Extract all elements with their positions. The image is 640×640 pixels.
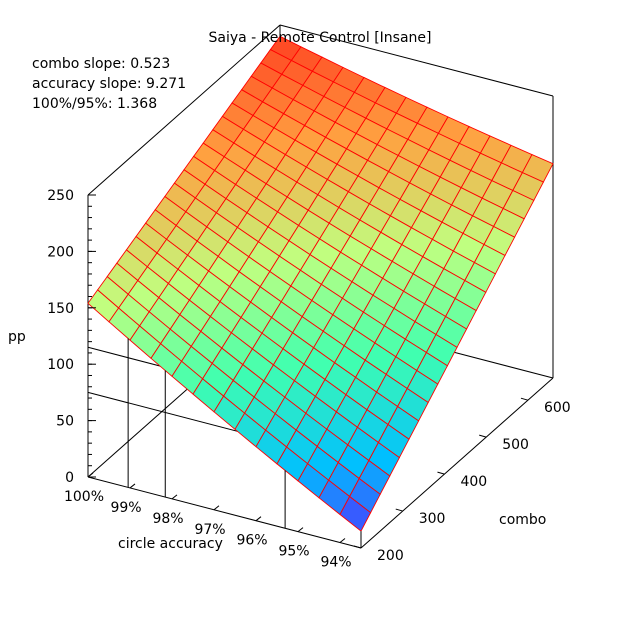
annotation-ratio: 100%/95%: 1.368 bbox=[32, 96, 157, 112]
x-tick-mark bbox=[255, 516, 262, 522]
x-tick-label: 98% bbox=[152, 511, 183, 527]
chart-title: Saiya - Remote Control [Insane] bbox=[209, 30, 432, 46]
y-tick-label: 600 bbox=[544, 400, 571, 416]
x-tick-mark bbox=[129, 483, 136, 489]
x-tick-label: 100% bbox=[64, 489, 104, 505]
x-tick-label: 96% bbox=[236, 533, 267, 549]
y-tick-mark bbox=[437, 471, 445, 475]
z-tick-label: 250 bbox=[47, 188, 74, 204]
y-tick-label: 500 bbox=[502, 437, 529, 453]
x-tick-mark bbox=[213, 505, 220, 511]
z-tick-label: 150 bbox=[47, 301, 74, 317]
annotation-accuracy-slope: accuracy slope: 9.271 bbox=[32, 76, 186, 92]
z-axis-label: pp bbox=[8, 329, 26, 345]
surface-cell bbox=[339, 495, 372, 532]
box-edge bbox=[87, 24, 281, 196]
y-axis-line bbox=[360, 377, 554, 549]
box-front-lines bbox=[87, 338, 554, 549]
x-tick-label: 95% bbox=[278, 544, 309, 560]
x-tick-label: 97% bbox=[194, 522, 225, 538]
axis-ticks: 0 50 100 150 200 250 100% 99% 98% 97% 96% 95% 94% 200… bbox=[47, 188, 570, 571]
x-tick-mark bbox=[87, 472, 94, 478]
y-tick-mark bbox=[479, 434, 487, 438]
x-tick-mark bbox=[297, 527, 304, 533]
y-tick-mark bbox=[395, 508, 403, 512]
x-axis-line bbox=[87, 476, 362, 549]
z-tick-label: 50 bbox=[56, 414, 74, 430]
x-tick-label: 99% bbox=[110, 500, 141, 516]
surface-mesh bbox=[87, 35, 554, 532]
y-axis-label: combo bbox=[499, 512, 546, 528]
box-edge bbox=[279, 24, 554, 97]
y-tick-mark bbox=[520, 397, 529, 401]
x-tick-mark bbox=[339, 538, 346, 543]
x-tick-label: 94% bbox=[320, 555, 351, 571]
y-tick-label: 300 bbox=[419, 511, 446, 527]
z-tick-label: 100 bbox=[47, 357, 74, 373]
x-axis-label: circle accuracy bbox=[118, 536, 223, 552]
y-tick-label: 200 bbox=[377, 548, 404, 564]
y-tick-mark bbox=[353, 545, 362, 549]
z-tick-label: 200 bbox=[47, 244, 74, 260]
x-tick-mark bbox=[171, 494, 178, 500]
y-tick-label: 400 bbox=[460, 474, 487, 490]
annotation-combo-slope: combo slope: 0.523 bbox=[32, 56, 170, 72]
z-tick-label: 0 bbox=[65, 470, 74, 486]
